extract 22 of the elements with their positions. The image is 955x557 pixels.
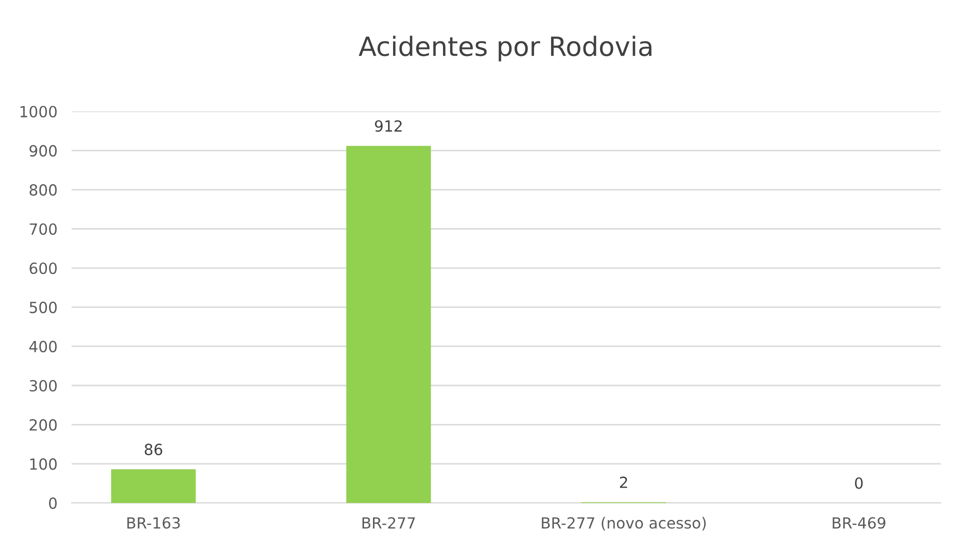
x-tick-label: BR-469	[832, 517, 886, 529]
bar	[346, 146, 431, 503]
y-tick-label: 500	[30, 302, 57, 314]
bar	[111, 469, 196, 503]
x-tick-label: BR-277 (novo acesso)	[542, 516, 706, 530]
y-tick-label: 200	[30, 419, 57, 431]
data-label: 912	[374, 120, 402, 132]
x-tick-label: BR-277	[362, 517, 415, 528]
y-tick-label: 900	[30, 145, 57, 157]
y-tick-label: 1000	[20, 106, 57, 118]
data-label: 2	[620, 476, 628, 488]
y-tick-label: 700	[30, 223, 57, 235]
y-tick-label: 600	[30, 262, 57, 274]
x-tick-label: BR-163	[127, 517, 180, 529]
chart-title: Acidentes por Rodovia	[358, 36, 652, 62]
y-tick-label: 300	[30, 380, 57, 392]
data-label: 0	[854, 477, 863, 489]
y-tick-label: 0	[49, 497, 57, 509]
data-label: 86	[144, 444, 162, 456]
y-tick-label: 800	[30, 184, 57, 196]
y-tick-label: 100	[30, 458, 57, 470]
y-tick-label: 400	[29, 340, 57, 352]
